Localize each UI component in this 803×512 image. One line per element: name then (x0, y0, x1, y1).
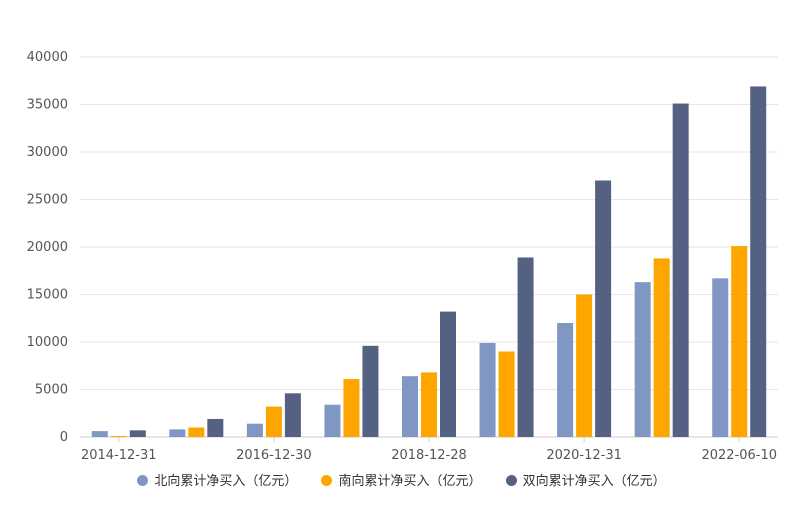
bar-southbound (576, 294, 593, 437)
bar-bidirectional (284, 393, 301, 437)
legend-label-southbound: 南向累计净买入（亿元） (338, 474, 482, 489)
bar-bidirectional (440, 311, 456, 437)
y-tick-label: 0 (60, 430, 68, 445)
bar-northbound (634, 282, 651, 437)
bar-bidirectional (362, 345, 379, 437)
y-tick-label: 30000 (27, 145, 68, 160)
x-tick-label: 2018-12-28 (391, 448, 467, 463)
y-tick-label: 10000 (27, 335, 68, 350)
legend-item-northbound[interactable]: 北向累计净买入（亿元） (137, 470, 297, 489)
bar-northbound (324, 404, 341, 437)
bar-bidirectional (207, 418, 224, 437)
bar-southbound (421, 372, 437, 437)
bar-northbound (246, 423, 263, 437)
bar-northbound (712, 278, 729, 437)
legend-item-bidirectional[interactable]: 双向累计净买入（亿元） (505, 470, 666, 489)
bar-bidirectional (129, 430, 146, 437)
legend-label-northbound: 北向累计净买入（亿元） (154, 474, 298, 489)
bar-bidirectional (595, 180, 612, 437)
bar-chart: 0 5000 10000 15000 20000 25000 30000 35000 40000… (27, 50, 778, 463)
bar-northbound (402, 376, 418, 437)
legend: 北向累计净买入（亿元） 南向累计净买入（亿元） 双向累计净买入（亿元） (0, 470, 803, 489)
legend-item-southbound[interactable]: 南向累计净买入（亿元） (321, 470, 482, 489)
legend-dot-northbound (137, 475, 149, 486)
bar-northbound (479, 342, 496, 437)
x-tick-label: 2014-12-31 (81, 448, 157, 463)
bar-northbound (91, 431, 108, 437)
bar-northbound (169, 429, 186, 437)
y-tick-label: 40000 (27, 50, 68, 65)
legend-dot-southbound (321, 475, 333, 486)
bar-southbound (731, 246, 748, 437)
bar-bidirectional (672, 103, 689, 438)
bar-southbound (343, 379, 360, 437)
bar-bidirectional (750, 86, 767, 437)
y-tick-label: 25000 (27, 193, 68, 208)
bar-southbound (498, 351, 515, 437)
bar-bidirectional (517, 257, 534, 437)
y-tick-label: 15000 (27, 288, 68, 303)
y-tick-label: 5000 (35, 383, 68, 398)
y-tick-label: 20000 (27, 240, 68, 255)
y-tick-label: 35000 (27, 98, 68, 113)
bar-southbound (265, 406, 282, 437)
x-tick-label: 2016-12-30 (236, 448, 312, 463)
x-tick-label: 2020-12-31 (546, 448, 622, 463)
bar-southbound (110, 436, 127, 437)
bar-southbound (653, 258, 670, 437)
bar-northbound (557, 323, 574, 437)
legend-label-bidirectional: 双向累计净买入（亿元） (522, 474, 666, 489)
bar-southbound (188, 427, 205, 437)
x-tick-label: 2022-06-10 (701, 448, 777, 463)
legend-dot-bidirectional (505, 475, 517, 486)
